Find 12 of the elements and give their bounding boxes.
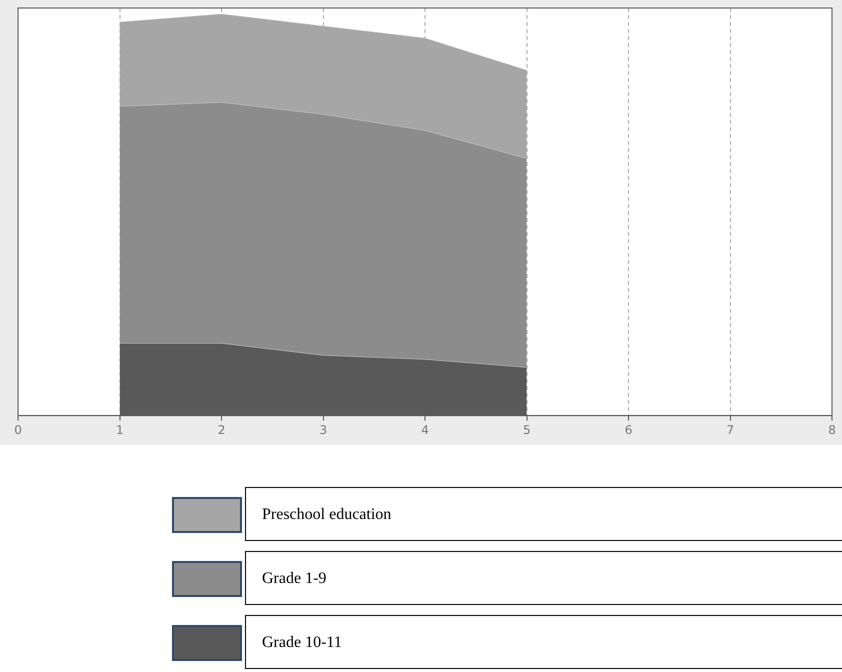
x-tick-label: 8 (828, 422, 836, 437)
legend-label: Preschool education (245, 487, 842, 541)
x-tick-label: 1 (116, 422, 124, 437)
x-tick-label: 6 (624, 422, 632, 437)
x-tick-label: 3 (319, 422, 328, 437)
legend-label: Grade 10-11 (245, 615, 842, 669)
x-tick-label: 7 (726, 422, 734, 437)
legend-label: Grade 1-9 (245, 551, 842, 605)
x-tick-label: 0 (14, 422, 22, 437)
x-tick-label: 2 (218, 422, 226, 437)
x-tick-label: 4 (421, 422, 429, 437)
x-tick-label: 5 (522, 422, 531, 437)
